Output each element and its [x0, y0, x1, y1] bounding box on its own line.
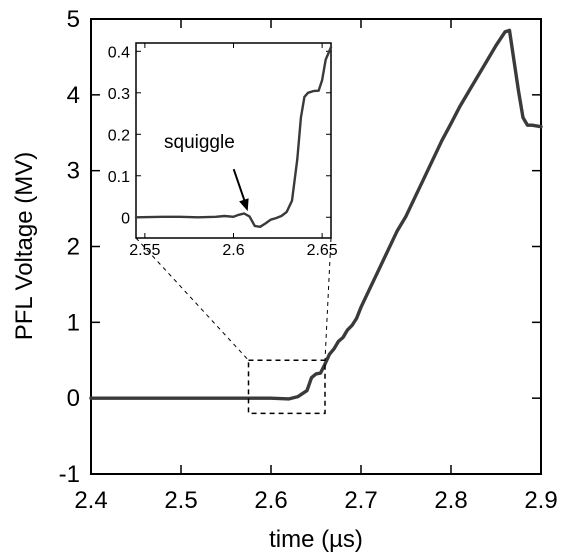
inset-y-tick-label: 0 — [121, 210, 130, 227]
y-tick-label: 0 — [67, 385, 80, 412]
y-axis-label: PFL Voltage (MV) — [11, 152, 38, 341]
y-tick-label: 3 — [67, 158, 80, 185]
inset-y-tick-label: 0.1 — [108, 169, 130, 186]
zoom-connector-left — [135, 237, 249, 361]
squiggle-arrow — [232, 168, 246, 202]
y-tick-label: -1 — [59, 461, 80, 488]
inset-x-tick-label: 2.55 — [129, 242, 160, 259]
x-axis-label: time (µs) — [269, 526, 363, 552]
main-axis-ticks — [90, 18, 542, 475]
inset-y-tick-label: 0.3 — [108, 86, 130, 103]
inset-tick-labels: 2.55 2.6 2.65 0 0.1 0.2 0.3 0.4 — [108, 44, 338, 259]
inset-y-tick-label: 0.4 — [108, 44, 130, 61]
inset-y-tick-label: 0.2 — [108, 127, 130, 144]
inset-x-tick-label: 2.6 — [222, 242, 244, 259]
y-tick-label: 2 — [67, 234, 80, 261]
x-tick-label: 2.4 — [74, 487, 107, 514]
x-tick-label: 2.5 — [164, 487, 197, 514]
inset-series-line — [134, 45, 333, 228]
x-tick-label: 2.6 — [254, 487, 287, 514]
y-tick-label: 4 — [67, 82, 80, 109]
zoom-box — [247, 359, 326, 415]
x-tick-label: 2.8 — [434, 487, 467, 514]
y-tick-label: 5 — [67, 6, 80, 33]
inset-plot: 2.55 2.6 2.65 0 0.1 0.2 0.3 0.4 squiggle — [108, 42, 338, 259]
squiggle-label: squiggle — [164, 132, 235, 153]
x-tick-label: 2.9 — [524, 487, 557, 514]
main-tick-labels: 2.4 2.5 2.6 2.7 2.8 2.9 -1 0 1 2 3 4 5 — [59, 6, 558, 514]
y-tick-label: 1 — [67, 309, 80, 336]
squiggle-arrowhead — [239, 198, 249, 212]
inset-x-tick-label: 2.65 — [307, 242, 338, 259]
main-series-line — [89, 28, 543, 401]
x-tick-label: 2.7 — [344, 487, 377, 514]
